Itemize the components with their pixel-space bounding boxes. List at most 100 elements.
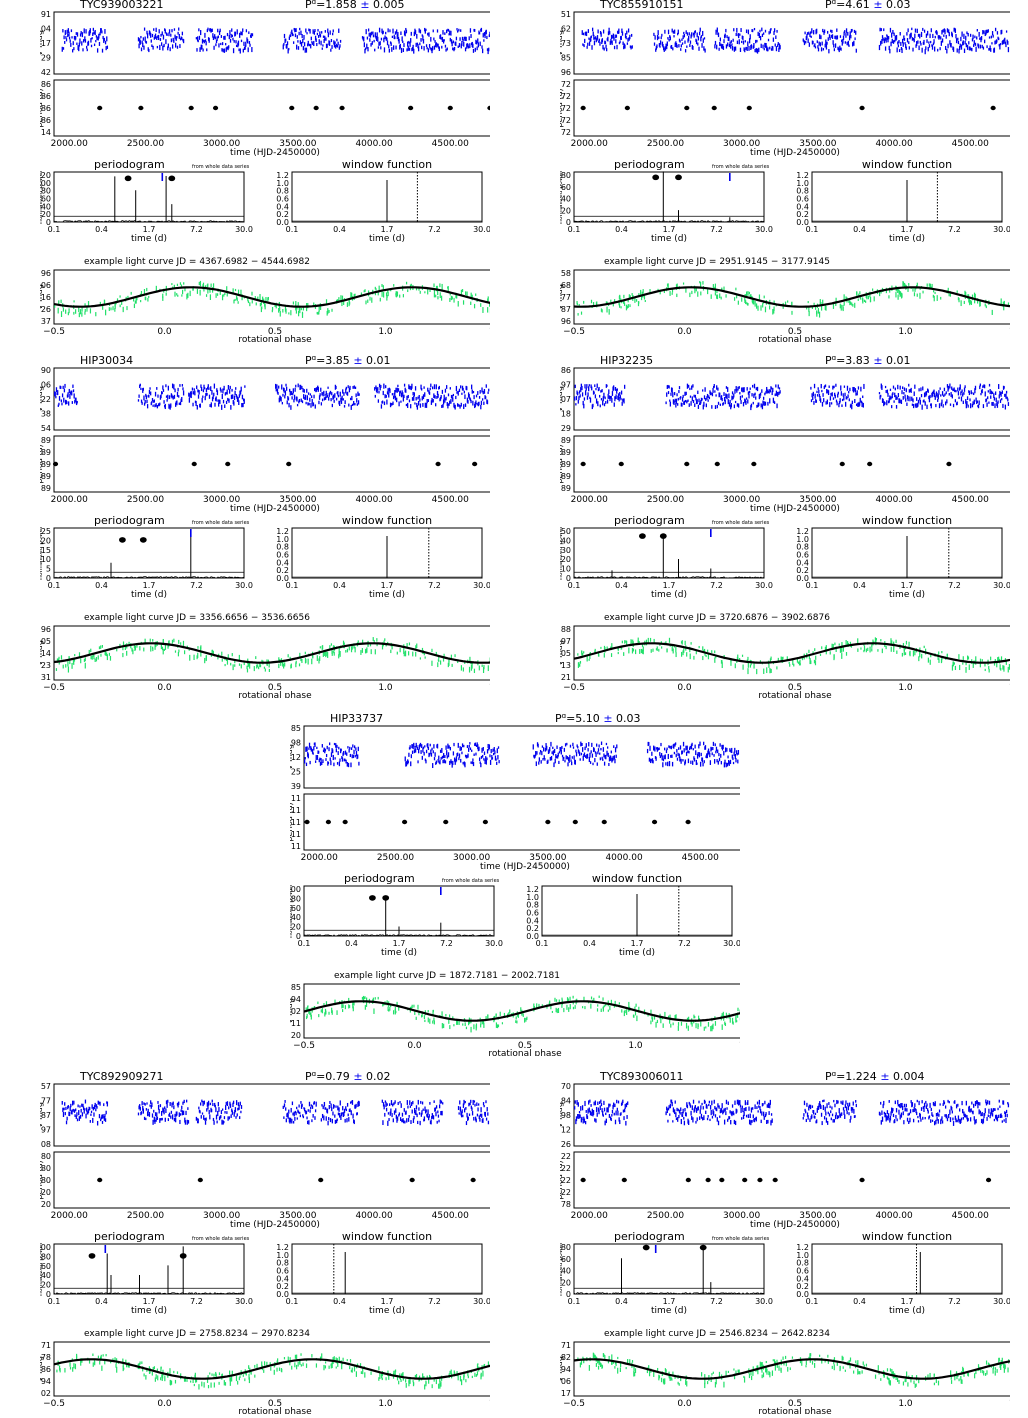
data-point — [388, 44, 389, 48]
data-point — [400, 401, 401, 403]
data-point — [206, 48, 207, 51]
phased-point — [150, 646, 151, 652]
data-point — [401, 48, 402, 53]
data-point — [930, 41, 931, 43]
freq-tick-label: 0.1 — [806, 581, 819, 590]
phased-point — [760, 305, 761, 310]
phased-point — [846, 652, 847, 656]
data-point — [407, 403, 408, 408]
data-point — [860, 387, 861, 392]
phased-point — [515, 1020, 516, 1023]
phased-point — [440, 292, 441, 298]
period-point — [840, 462, 845, 466]
data-point — [395, 395, 396, 400]
data-point — [354, 385, 355, 388]
phased-point — [322, 1008, 323, 1013]
data-point — [251, 47, 252, 52]
data-point — [481, 45, 482, 48]
data-point — [583, 404, 584, 409]
data-point — [410, 404, 411, 408]
lightcurve-frame — [574, 12, 1010, 74]
data-point — [682, 397, 683, 401]
time-tick-label: 4500.00 — [432, 139, 469, 149]
data-point — [886, 390, 887, 393]
data-point — [829, 385, 830, 387]
data-point — [765, 402, 766, 406]
data-point — [206, 1108, 207, 1111]
data-point — [753, 394, 754, 398]
data-point — [983, 47, 984, 50]
data-point — [1006, 30, 1007, 32]
data-point — [74, 1109, 75, 1112]
data-point — [705, 398, 706, 401]
data-point — [448, 745, 449, 748]
data-point — [627, 38, 628, 42]
data-point — [496, 762, 497, 765]
phased-point — [95, 312, 96, 316]
data-point — [694, 745, 695, 749]
data-point — [549, 747, 550, 751]
data-point — [943, 395, 944, 397]
data-point — [191, 391, 192, 394]
data-point — [1007, 41, 1008, 45]
time-tick-label: 2500.00 — [647, 139, 684, 149]
data-point — [701, 398, 702, 400]
data-point — [142, 43, 143, 47]
phased-point — [439, 283, 440, 287]
data-point — [209, 38, 210, 43]
data-point — [223, 36, 224, 40]
data-point — [245, 42, 246, 47]
phased-point — [100, 654, 101, 657]
phased-point — [375, 649, 376, 654]
phased-point — [431, 661, 432, 666]
phased-point — [152, 647, 153, 649]
data-point — [352, 404, 353, 406]
data-point — [651, 759, 652, 761]
data-point — [232, 38, 233, 41]
data-point — [811, 399, 812, 402]
data-point — [974, 40, 975, 44]
data-point — [179, 403, 180, 405]
phased-point — [628, 304, 629, 308]
data-point — [773, 38, 774, 42]
data-point — [833, 44, 834, 48]
data-point — [283, 43, 284, 46]
data-point — [749, 391, 750, 394]
data-point — [395, 46, 396, 50]
data-point — [335, 386, 336, 389]
phased-point — [442, 284, 443, 290]
data-point — [328, 32, 329, 37]
data-point — [989, 389, 990, 394]
data-point — [196, 37, 197, 39]
data-point — [932, 45, 933, 50]
data-point — [238, 400, 239, 405]
time-tick-label: 4000.00 — [355, 139, 392, 149]
data-point — [704, 37, 705, 39]
data-point — [604, 403, 605, 406]
data-point — [434, 395, 435, 399]
phased-point — [365, 301, 366, 305]
data-point — [469, 43, 470, 48]
data-point — [325, 30, 326, 33]
data-point — [889, 49, 890, 53]
data-point — [330, 49, 331, 52]
data-point — [73, 47, 74, 50]
data-point — [150, 392, 151, 396]
data-point — [491, 749, 492, 753]
data-point — [352, 754, 353, 758]
data-point — [69, 394, 70, 399]
period-frame — [574, 80, 1010, 136]
data-point — [892, 39, 893, 43]
data-point — [727, 43, 728, 47]
data-point — [450, 38, 451, 42]
data-point — [580, 758, 581, 760]
data-point — [67, 392, 68, 397]
phased-point — [558, 1008, 559, 1013]
phased-point — [461, 290, 462, 295]
phase-mag-tick: 10.11 — [290, 1019, 301, 1028]
data-point — [680, 759, 681, 764]
data-point — [176, 36, 177, 38]
phased-point — [789, 662, 790, 664]
data-point — [937, 49, 938, 52]
